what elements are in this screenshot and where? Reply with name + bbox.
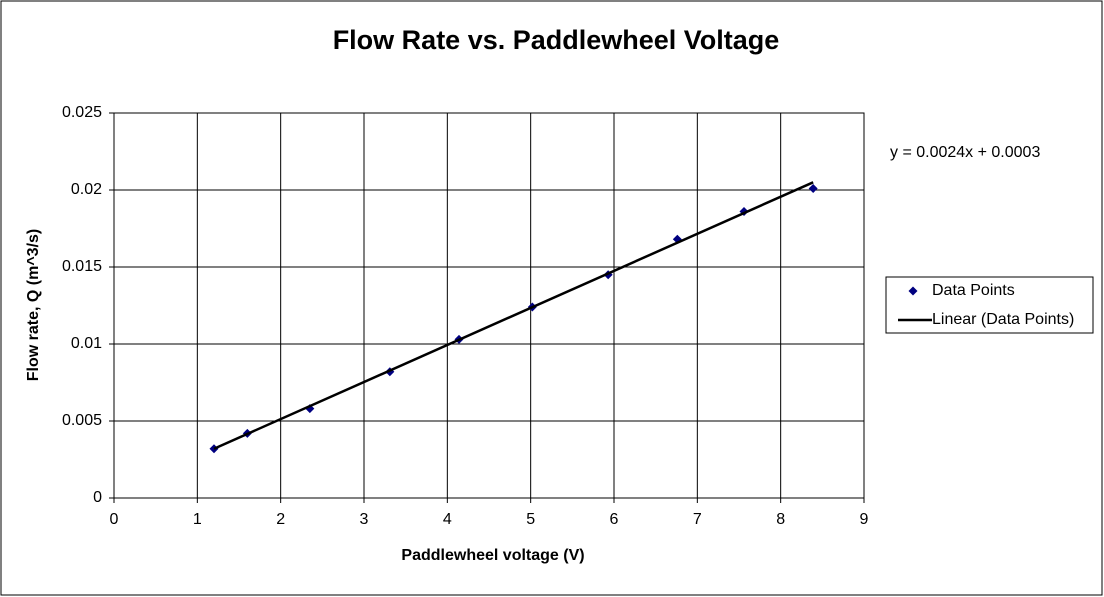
y-axis-label: Flow rate, Q (m^3/s) bbox=[25, 229, 42, 381]
x-axis-label: Paddlewheel voltage (V) bbox=[401, 547, 584, 564]
trendline-equation: y = 0.0024x + 0.0003 bbox=[890, 144, 1040, 161]
legend-label: Data Points bbox=[932, 282, 1015, 299]
legend-box bbox=[885, 276, 1094, 334]
y-tick-label: 0 bbox=[93, 489, 102, 506]
plot-area-border bbox=[113, 112, 865, 499]
x-tick-label: 2 bbox=[276, 511, 285, 528]
chart-title: Flow Rate vs. Paddlewheel Voltage bbox=[333, 25, 780, 55]
legend-swatch bbox=[908, 286, 918, 296]
legend-label: Linear (Data Points) bbox=[932, 311, 1074, 328]
x-tick-label: 9 bbox=[860, 511, 869, 528]
x-tick-label: 6 bbox=[610, 511, 619, 528]
y-tick-label: 0.01 bbox=[71, 335, 102, 352]
y-tick-label: 0.025 bbox=[62, 104, 102, 121]
y-tick-label: 0.015 bbox=[62, 258, 102, 275]
y-tick-label: 0.005 bbox=[62, 412, 102, 429]
x-tick-label: 8 bbox=[776, 511, 785, 528]
x-tick-label: 3 bbox=[360, 511, 369, 528]
x-tick-label: 1 bbox=[193, 511, 202, 528]
x-tick-label: 4 bbox=[443, 511, 452, 528]
trendline bbox=[213, 181, 814, 450]
x-tick-label: 0 bbox=[110, 511, 119, 528]
y-tick-label: 0.02 bbox=[71, 181, 102, 198]
x-tick-label: 5 bbox=[526, 511, 535, 528]
data-point bbox=[808, 183, 818, 193]
x-tick-label: 7 bbox=[693, 511, 702, 528]
